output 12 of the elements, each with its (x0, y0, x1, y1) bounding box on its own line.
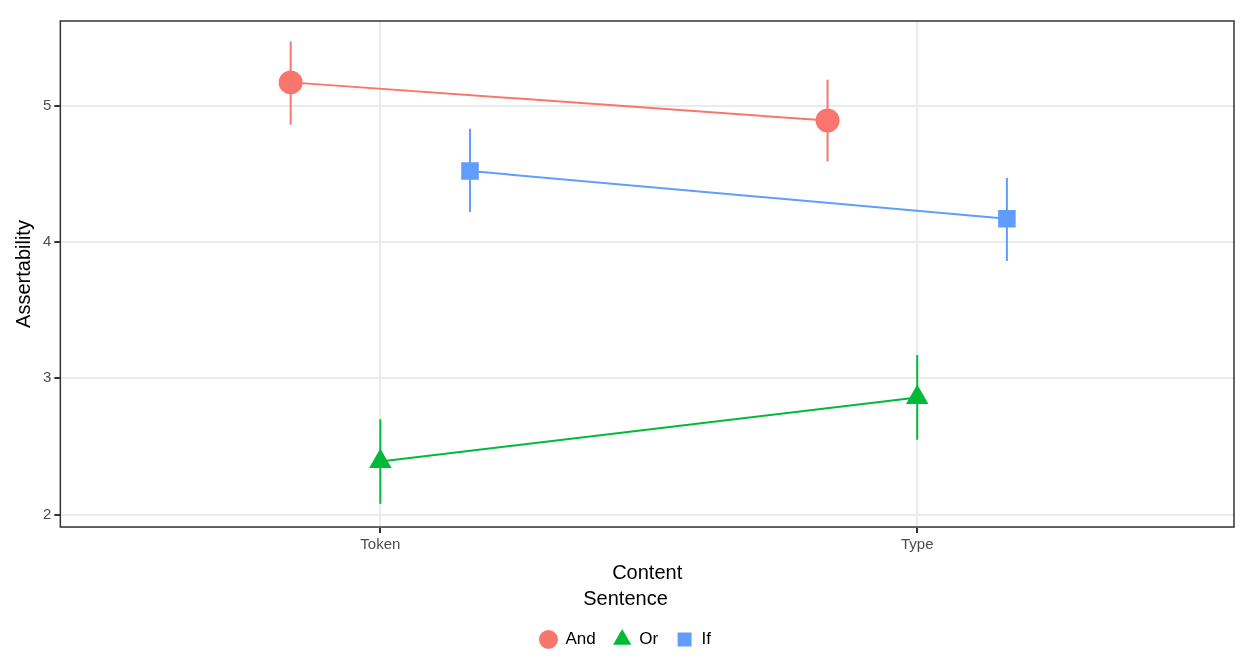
x-tick-label: Type (900, 535, 934, 553)
x-tick-label: Token (360, 535, 401, 553)
legend-label: And (565, 629, 596, 649)
y-tick-label: 5 (43, 95, 52, 113)
legend-label: Or (639, 629, 659, 649)
y-axis-title: Assertability (11, 220, 34, 328)
legend-title: Sentence (583, 586, 668, 609)
legend-label: If (701, 629, 712, 649)
y-tick-label: 4 (43, 232, 52, 250)
y-tick-label: 3 (43, 368, 52, 386)
x-axis-title: Content (612, 560, 683, 583)
y-tick-label: 2 (43, 504, 52, 522)
